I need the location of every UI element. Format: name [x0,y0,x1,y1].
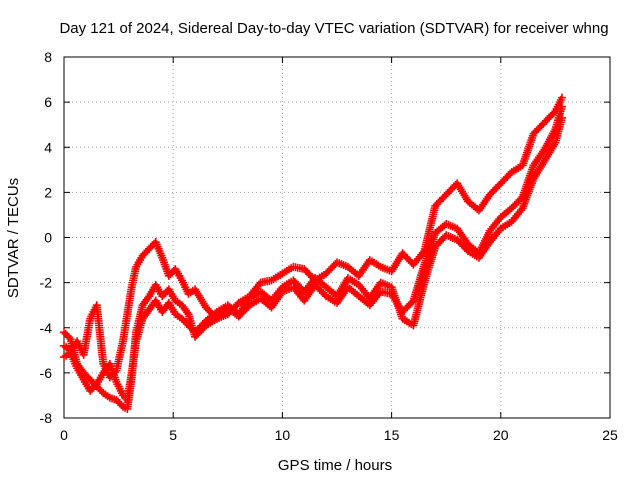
x-tick-label: 10 [275,427,291,443]
y-tick-label: -6 [40,365,53,381]
grid [64,57,610,418]
chart-title: Day 121 of 2024, Sidereal Day-to-day VTE… [59,20,608,37]
data-marks [60,93,566,413]
y-axis-label: SDTVAR / TECUs [5,178,22,298]
data-point [557,93,566,102]
y-tick-label: 8 [44,49,52,65]
y-tick-label: 0 [44,230,52,246]
y-tick-label: -8 [40,410,53,426]
y-tick-label: 4 [44,139,52,155]
x-tick-label: 5 [169,427,177,443]
data-point-fill [183,308,192,317]
y-tick-label: -4 [40,320,53,336]
y-tick-label: 2 [44,184,52,200]
x-tick-label: 0 [60,427,68,443]
data-point-fill [211,309,220,318]
x-tick-label: 25 [602,427,618,443]
data-point [557,102,566,111]
x-axis-label: GPS time / hours [278,457,392,474]
x-tick-label: 15 [384,427,400,443]
y-tick-label: 6 [44,94,52,110]
axis-ticks: 0 5 10 15 20 25 -8 -6 -4 -2 0 2 4 6 8 [40,49,618,443]
y-tick-label: -2 [40,275,53,291]
data-point [557,113,566,122]
x-tick-label: 20 [493,427,509,443]
data-point-fill [143,293,152,302]
